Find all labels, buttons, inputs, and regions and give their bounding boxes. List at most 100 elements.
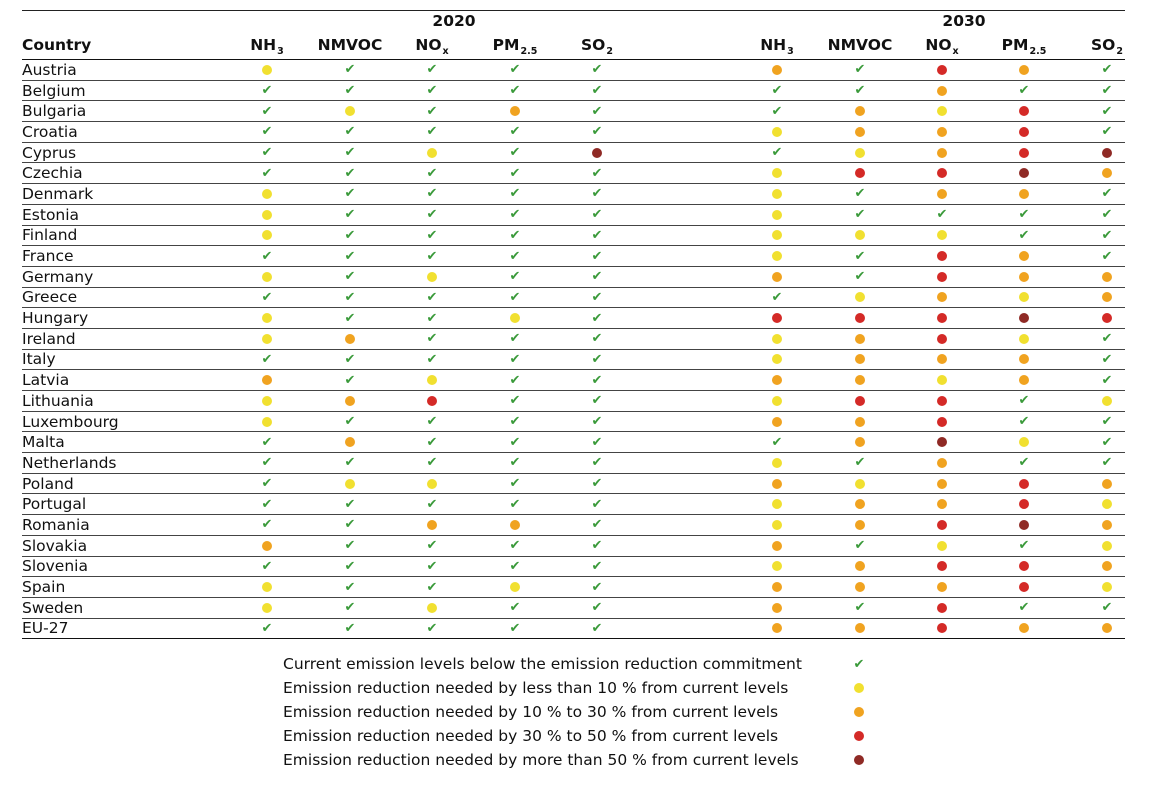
status-dot-icon xyxy=(855,126,865,137)
status-check-icon: ✔ xyxy=(591,165,603,181)
status-cell xyxy=(392,598,472,618)
status-cell: ✔ xyxy=(227,474,307,494)
status-cell: ✔ xyxy=(475,432,555,452)
status-cell: ✔ xyxy=(310,143,390,163)
status-cell xyxy=(820,619,900,639)
status-check-icon: ✔ xyxy=(344,124,356,140)
country-name: Croatia xyxy=(22,122,78,141)
country-name: Czechia xyxy=(22,164,83,183)
status-cell: ✔ xyxy=(310,205,390,225)
status-cell xyxy=(902,577,982,597)
status-cell xyxy=(820,329,900,349)
status-dot-icon xyxy=(1102,540,1112,551)
country-name: Denmark xyxy=(22,184,94,203)
status-dot-icon xyxy=(937,519,947,530)
legend-label: Emission reduction needed by more than 5… xyxy=(283,751,799,769)
status-cell xyxy=(737,163,817,183)
legend-label: Current emission levels below the emissi… xyxy=(283,655,802,673)
table-row: Germany ✔ ✔ ✔ ✔ xyxy=(22,267,1125,288)
status-dot-icon xyxy=(262,333,272,344)
status-check-icon: ✔ xyxy=(509,351,521,367)
status-dot-icon xyxy=(855,375,865,386)
status-check-icon: ✔ xyxy=(426,579,438,595)
country-name: Netherlands xyxy=(22,453,117,472)
status-cell: ✔ xyxy=(557,370,637,390)
table-row: Cyprus ✔ ✔ ✔ ✔ xyxy=(22,143,1125,164)
country-name: Estonia xyxy=(22,205,80,224)
pollutant-header-2030-no: NOx xyxy=(925,36,959,57)
status-check-icon: ✔ xyxy=(1018,538,1030,554)
status-cell: ✔ xyxy=(1067,81,1147,101)
status-check-icon: ✔ xyxy=(261,455,273,471)
status-cell: ✔ xyxy=(557,329,637,349)
status-cell: ✔ xyxy=(984,536,1064,556)
status-check-icon: ✔ xyxy=(509,476,521,492)
status-cell: ✔ xyxy=(984,412,1064,432)
status-cell xyxy=(902,122,982,142)
status-dot-icon xyxy=(855,416,865,427)
country-name: Slovenia xyxy=(22,557,88,576)
status-cell: ✔ xyxy=(1067,350,1147,370)
status-dot-icon xyxy=(262,230,272,241)
status-dot-icon xyxy=(772,209,782,220)
status-cell xyxy=(737,577,817,597)
status-cell: ✔ xyxy=(1067,101,1147,121)
status-cell xyxy=(310,432,390,452)
status-cell xyxy=(984,184,1064,204)
status-dot-icon xyxy=(1019,64,1029,75)
legend-item: Emission reduction needed by more than 5… xyxy=(283,748,883,772)
status-cell: ✔ xyxy=(227,122,307,142)
status-cell: ✔ xyxy=(1067,432,1147,452)
status-check-icon: ✔ xyxy=(591,372,603,388)
country-name: Italy xyxy=(22,350,56,369)
status-cell xyxy=(820,370,900,390)
status-cell xyxy=(1067,515,1147,535)
status-dot-icon xyxy=(855,623,865,634)
status-check-icon: ✔ xyxy=(1101,248,1113,264)
table-row: Romania ✔ ✔ ✔ xyxy=(22,515,1125,536)
table-row: Denmark ✔ ✔ ✔ ✔ ✔ ✔ xyxy=(22,184,1125,205)
status-cell xyxy=(820,143,900,163)
status-dot-icon xyxy=(1102,582,1112,593)
status-cell: ✔ xyxy=(310,267,390,287)
status-cell: ✔ xyxy=(392,288,472,308)
status-cell: ✔ xyxy=(1067,370,1147,390)
country-column-header: Country xyxy=(22,36,92,54)
status-cell: ✔ xyxy=(310,163,390,183)
status-check-icon: ✔ xyxy=(591,186,603,202)
status-check-icon: ✔ xyxy=(591,455,603,471)
status-cell xyxy=(820,474,900,494)
status-cell xyxy=(984,432,1064,452)
status-check-icon: ✔ xyxy=(1101,600,1113,616)
status-dot-icon xyxy=(772,251,782,262)
status-cell: ✔ xyxy=(557,453,637,473)
status-check-icon: ✔ xyxy=(261,248,273,264)
status-cell xyxy=(820,101,900,121)
status-dot-icon xyxy=(1019,313,1029,324)
status-check-icon: ✔ xyxy=(426,248,438,264)
table-row: Malta ✔ ✔ ✔ ✔ ✔ ✔ xyxy=(22,432,1125,454)
status-dot-icon xyxy=(510,313,520,324)
status-check-icon: ✔ xyxy=(1101,455,1113,471)
status-cell: ✔ xyxy=(820,536,900,556)
status-check-icon: ✔ xyxy=(854,269,866,285)
status-dot-icon xyxy=(1019,499,1029,510)
status-cell xyxy=(737,536,817,556)
status-cell: ✔ xyxy=(310,536,390,556)
status-cell: ✔ xyxy=(310,557,390,577)
status-cell xyxy=(227,412,307,432)
status-dot-icon xyxy=(1019,188,1029,199)
status-check-icon: ✔ xyxy=(261,496,273,512)
status-cell xyxy=(557,143,637,163)
status-cell xyxy=(902,536,982,556)
status-check-icon: ✔ xyxy=(426,227,438,243)
status-check-icon: ✔ xyxy=(509,186,521,202)
status-dot-icon xyxy=(772,457,782,468)
status-cell: ✔ xyxy=(557,391,637,411)
status-cell xyxy=(737,308,817,328)
country-name: Portugal xyxy=(22,495,87,514)
status-check-icon: ✔ xyxy=(1101,351,1113,367)
status-check-icon: ✔ xyxy=(854,186,866,202)
status-dot-icon xyxy=(262,582,272,593)
status-cell: ✔ xyxy=(227,453,307,473)
